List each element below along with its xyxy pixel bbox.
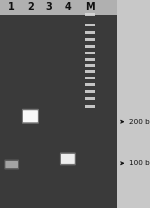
Bar (85, 24, 95, 26)
Text: 200 bp: 200 bp (129, 119, 150, 125)
Text: 1: 1 (8, 2, 15, 12)
FancyBboxPatch shape (5, 161, 18, 168)
Bar (85, 70, 95, 73)
FancyBboxPatch shape (22, 109, 39, 124)
Bar (85, 58, 95, 61)
Bar (85, 13, 95, 16)
Bar (85, 64, 95, 67)
FancyBboxPatch shape (61, 154, 75, 164)
Text: M: M (85, 2, 95, 12)
Bar (0, 0, 117, 208)
Text: 3: 3 (46, 2, 52, 12)
Bar (85, 90, 95, 93)
FancyBboxPatch shape (60, 152, 76, 165)
Bar (85, 52, 95, 54)
Bar (85, 77, 95, 79)
Text: 4: 4 (64, 2, 71, 12)
Bar (85, 38, 95, 41)
Bar (85, 83, 95, 86)
Text: 100 bp: 100 bp (129, 160, 150, 166)
Bar (85, 45, 95, 48)
Bar (85, 31, 95, 34)
Bar (85, 105, 95, 108)
Text: 2: 2 (27, 2, 34, 12)
FancyBboxPatch shape (4, 160, 19, 170)
Bar (85, 97, 95, 100)
FancyBboxPatch shape (23, 110, 38, 122)
Bar (0, 0, 117, 15)
